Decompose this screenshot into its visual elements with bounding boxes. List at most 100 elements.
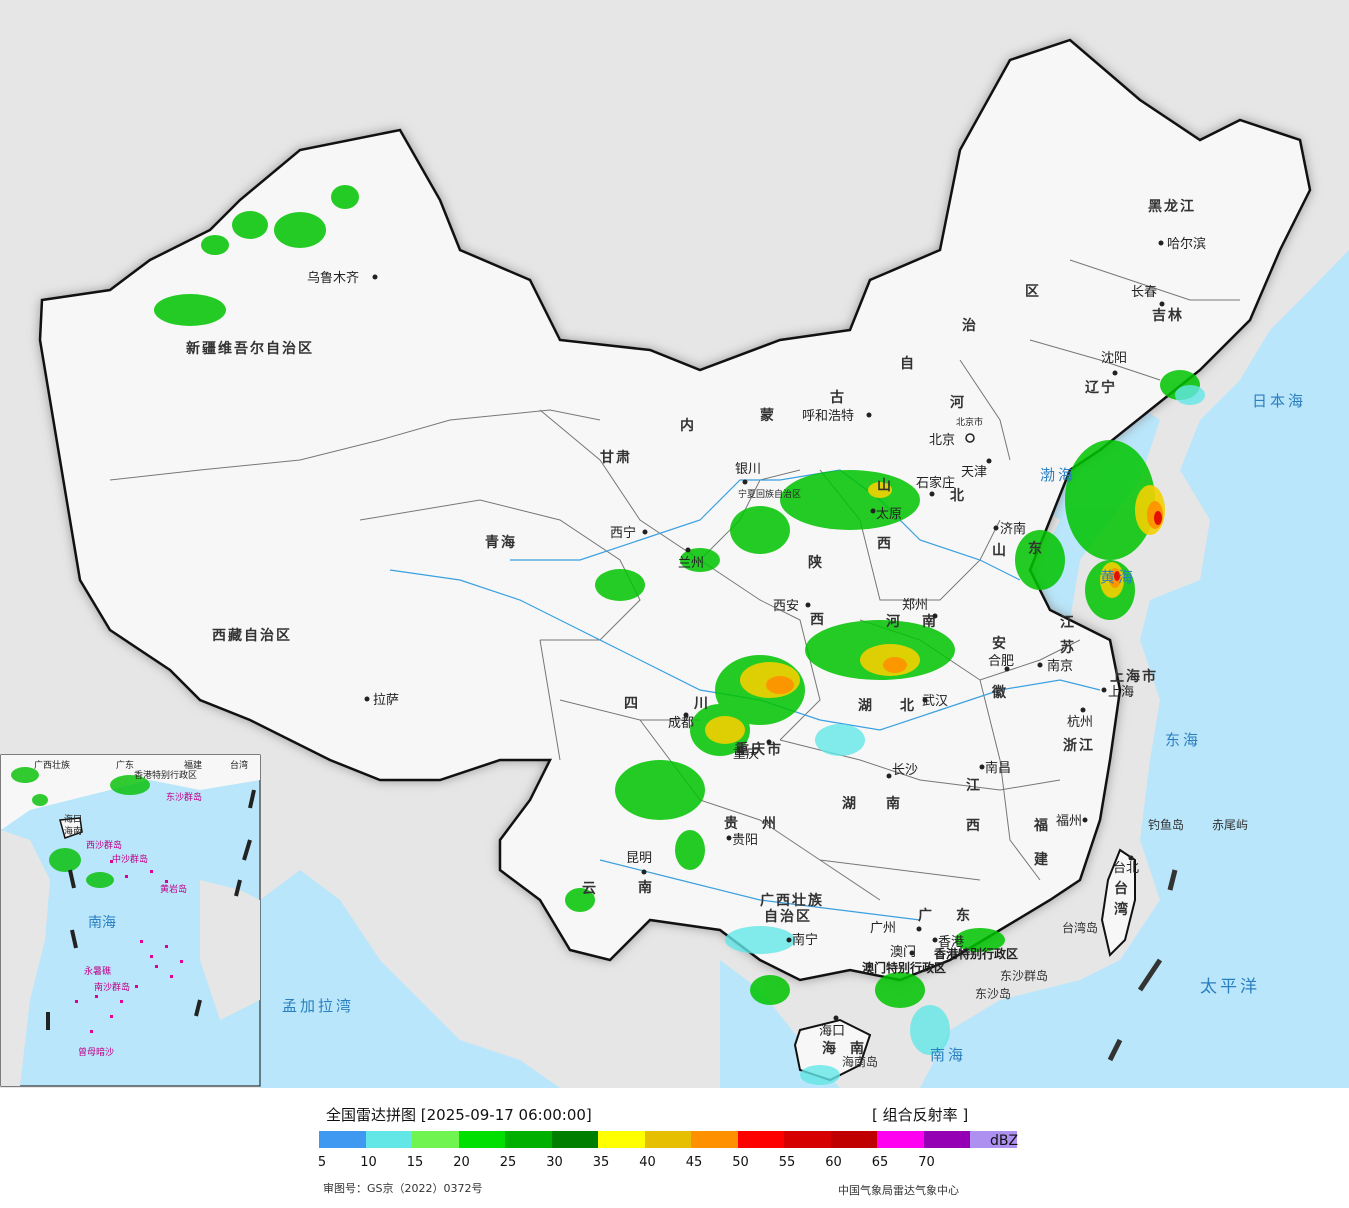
island-hainan: 海南岛	[842, 1054, 878, 1069]
color-swatch	[737, 1131, 784, 1148]
city-jinan: 济南	[1000, 521, 1026, 537]
color-swatch	[923, 1131, 970, 1148]
label-hainan-1: 海	[822, 1040, 838, 1057]
inset-label-hk: 香港特别行政区	[134, 769, 197, 781]
island-dongsha: 东沙群岛	[1000, 968, 1048, 983]
color-swatch	[644, 1131, 691, 1148]
label-shanxi-2: 西	[877, 536, 893, 552]
scale-tick-label: 65	[871, 1155, 889, 1170]
city-chengdu: 成都	[668, 716, 694, 731]
label-shanghai: 上海市	[1110, 668, 1158, 685]
city-kunming: 昆明	[626, 851, 652, 866]
label-neimenggu-6: 区	[1025, 284, 1041, 300]
city-nanchang: 南昌	[985, 760, 1011, 776]
inset-label-hainan: 海南	[64, 825, 82, 837]
city-hongkong: 香港	[938, 935, 964, 950]
inset-label-guangdong: 广东	[116, 759, 134, 771]
color-swatch	[365, 1131, 412, 1148]
inset-label-xisha: 西沙群岛	[86, 839, 122, 851]
island-diaoyu: 钓鱼岛	[1148, 817, 1184, 832]
city-macau: 澳门	[890, 944, 916, 960]
label-henan-1: 河	[886, 613, 902, 630]
color-swatch	[551, 1131, 598, 1148]
label-fujian-2: 建	[1034, 851, 1050, 868]
echo-green	[154, 185, 1200, 1008]
sea-bengal	[260, 870, 560, 1088]
label-macau-sar: 澳门特别行政区	[862, 960, 946, 975]
sea-donghai: 东海	[1165, 731, 1201, 749]
china-outline	[38, 38, 1312, 982]
city-guangzhou: 广州	[870, 921, 896, 936]
taiwan-island	[1100, 848, 1136, 957]
sea-nanhai: 南海	[930, 1046, 966, 1064]
label-jiangxi-1: 江	[966, 777, 982, 794]
city-guiyang: 贵阳	[732, 833, 758, 848]
color-swatch	[784, 1131, 831, 1148]
inset-label-dongsha: 东沙群岛	[166, 791, 202, 803]
scale-tick-label: 40	[639, 1155, 656, 1170]
city-nanning: 南宁	[792, 932, 818, 948]
sea-labels: 日本海 渤海 黄海 东海 南海 太平洋 孟加拉湾 钓鱼岛 赤尾屿 台湾岛 东沙群…	[282, 392, 1303, 1069]
label-neimenggu-1: 内	[680, 417, 696, 434]
label-neimenggu-3: 古	[830, 389, 846, 406]
label-taiwan-2: 湾	[1114, 901, 1130, 918]
scale-tick-label: 30	[546, 1155, 563, 1170]
sea-east	[920, 250, 1349, 1088]
label-guangdong-2: 东	[956, 907, 972, 924]
label-chongqing: 重庆市	[735, 741, 783, 758]
inset-sea: 南海	[88, 915, 116, 931]
city-changchun: 长春	[1131, 285, 1157, 300]
label-xinjiang: 新疆维吾尔自治区	[186, 340, 314, 357]
label-hainan-2: 南	[850, 1040, 866, 1057]
south-china-sea-inset	[0, 754, 261, 1087]
scale-tick-label: 20	[453, 1155, 470, 1170]
label-guangxi-2: 自治区	[764, 908, 812, 925]
city-shanghai: 上海	[1108, 685, 1134, 700]
scale-tick-label: 5	[317, 1155, 327, 1170]
echo-light-blue	[725, 385, 1205, 1085]
scale-tick-label: 50	[732, 1155, 749, 1170]
legend-title: 全国雷达拼图 [2025-09-17 06:00:00]	[326, 1106, 592, 1124]
city-hohhot: 呼和浩特	[802, 409, 854, 424]
inset-label-huangyan: 黄岩岛	[160, 883, 187, 895]
label-jiangsu-2: 苏	[1060, 639, 1076, 656]
label-xizang: 西藏自治区	[212, 627, 292, 644]
map-approval-number: 审图号：GS京（2022）0372号	[323, 1182, 483, 1195]
inset-label-haikou: 海口	[64, 813, 82, 825]
label-guangdong-1: 广	[918, 907, 934, 924]
city-beijing-small: 北京市	[956, 416, 983, 428]
scale-tick-label: 15	[406, 1155, 424, 1170]
nine-dash-line-main	[1107, 869, 1178, 1062]
color-swatch	[970, 1131, 1017, 1148]
color-scale-bar	[319, 1131, 1017, 1148]
color-swatch	[412, 1131, 459, 1148]
legend-product: [ 组合反射率 ]	[872, 1106, 969, 1124]
hainan-island	[793, 1018, 872, 1082]
radar-map: 新疆维吾尔自治区 西藏自治区 青海 甘肃 内 蒙 古 自 治 区 黑龙江 吉林 …	[0, 0, 1349, 1088]
label-yunnan-2: 南	[638, 879, 654, 896]
label-sichuan-1: 四	[624, 696, 640, 712]
agency-name: 中国气象局雷达气象中心	[838, 1184, 959, 1197]
city-yinchuan: 银川	[735, 462, 761, 477]
label-jiangsu-1: 江	[1060, 614, 1076, 631]
inset-label-zhongsha: 中沙群岛	[112, 853, 148, 865]
city-hefei: 合肥	[988, 654, 1014, 669]
city-xian: 西安	[773, 599, 799, 614]
label-anhui-2: 徽	[991, 684, 1008, 701]
label-qinghai: 青海	[485, 534, 517, 551]
city-changsha: 长沙	[892, 763, 918, 778]
city-labels: 乌鲁木齐 拉萨 西宁 兰州 银川 呼和浩特 北京 北京市 天津 石家庄 太原 济…	[307, 236, 1206, 1039]
label-henan-2: 南	[922, 613, 938, 630]
inset-label-taiwan: 台湾	[230, 759, 248, 771]
label-hunan-1: 湖	[842, 796, 858, 812]
island-taiwan: 台湾岛	[1062, 920, 1098, 935]
color-swatch	[319, 1131, 366, 1148]
scale-tick-label: 25	[499, 1155, 517, 1170]
label-gansu: 甘肃	[600, 449, 632, 466]
inset-label-fujian: 福建	[184, 759, 202, 771]
inset-label-yongshu: 永暑礁	[84, 965, 111, 977]
city-tianjin: 天津	[961, 465, 987, 480]
label-hubei-1: 湖	[858, 698, 874, 714]
sea-mengjiala: 孟加拉湾	[282, 997, 354, 1015]
city-hangzhou: 杭州	[1067, 715, 1093, 730]
